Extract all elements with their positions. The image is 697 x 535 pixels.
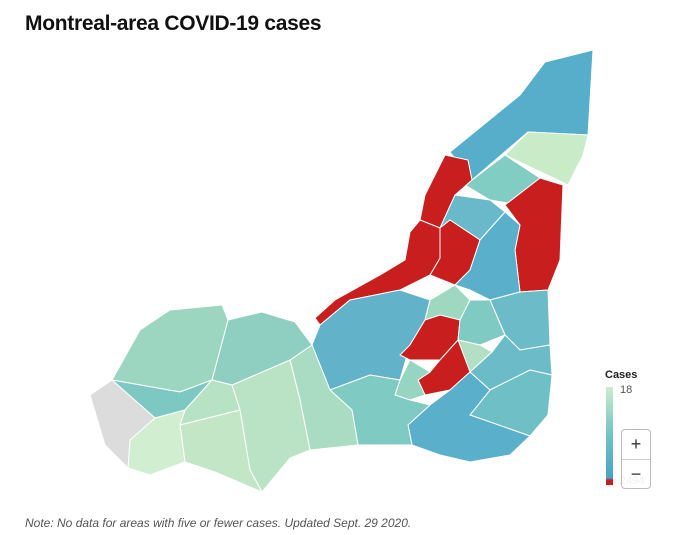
note: Note: No data for areas with five or few… xyxy=(25,516,412,530)
region xyxy=(111,304,229,393)
region xyxy=(89,379,156,470)
legend-min: 18 xyxy=(620,384,632,396)
legend-scale xyxy=(606,387,613,485)
legend-title: Cases xyxy=(605,369,637,381)
zoom-control: + − xyxy=(621,429,651,489)
zoom-out[interactable]: − xyxy=(622,459,650,489)
region xyxy=(504,131,589,186)
region xyxy=(449,49,594,181)
zoom-in[interactable]: + xyxy=(630,434,642,454)
regions xyxy=(89,49,594,494)
map-title: Montreal-area COVID-19 cases xyxy=(25,12,322,35)
